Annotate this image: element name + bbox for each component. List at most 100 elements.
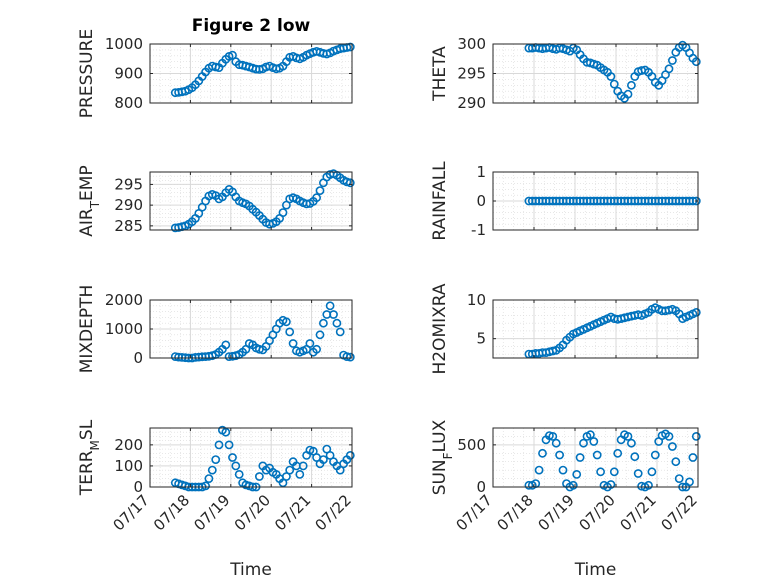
y-axis-label: RAINFALL	[430, 161, 450, 241]
data-point	[630, 452, 640, 462]
data-point	[288, 339, 298, 348]
data-point	[627, 438, 636, 448]
data-point	[668, 56, 677, 65]
y-tick-label: 285	[114, 217, 143, 235]
axes-box	[492, 299, 699, 359]
y-tick-label: 0	[133, 349, 143, 367]
y-tick-label: 10	[467, 291, 486, 309]
data-point	[589, 437, 599, 446]
data-point	[221, 340, 231, 350]
data-point	[572, 469, 582, 479]
series-markers	[170, 169, 355, 233]
data-point	[627, 80, 636, 90]
data-point	[644, 480, 653, 490]
data-point	[295, 469, 305, 479]
series-markers	[524, 303, 701, 359]
axes-box	[492, 427, 699, 488]
y-axis-label: MIXDEPTH	[77, 285, 97, 374]
data-point	[234, 469, 244, 479]
subplot-4: -1 0 1 RAINFALL	[430, 161, 701, 241]
series-markers	[170, 42, 355, 98]
data-point	[345, 178, 355, 188]
data-point	[534, 465, 544, 475]
data-point	[606, 480, 616, 489]
data-point	[207, 465, 217, 475]
data-point	[342, 352, 352, 361]
y-tick-label: 500	[457, 436, 486, 454]
data-point	[688, 453, 698, 462]
y-tick-label: -1	[471, 221, 486, 239]
data-point	[325, 301, 335, 311]
data-point	[650, 450, 660, 460]
data-point	[623, 431, 633, 441]
chart-title: Figure 2 low	[192, 16, 311, 36]
y-axis-label: H2OMIXRA	[430, 283, 450, 374]
y-tick-label: 295	[114, 175, 143, 193]
data-point	[548, 346, 558, 356]
data-point	[545, 431, 554, 440]
data-point	[674, 474, 684, 483]
data-point	[691, 307, 701, 317]
data-point	[318, 318, 328, 328]
y-tick-label: 5	[476, 330, 486, 348]
y-tick-label: 1000	[105, 320, 143, 338]
data-point	[298, 461, 308, 471]
y-tick-label: 1	[476, 163, 486, 181]
data-point	[551, 438, 561, 448]
data-point	[211, 62, 221, 72]
data-point	[345, 352, 355, 362]
y-tick-label: 0	[476, 478, 486, 496]
y-tick-label: 1000	[105, 35, 143, 53]
data-point	[596, 467, 605, 477]
y-tick-label: 800	[114, 94, 143, 112]
data-point	[609, 467, 619, 477]
y-tick-label: 290	[114, 196, 143, 214]
data-point	[329, 310, 338, 319]
data-point	[575, 453, 585, 462]
data-point	[664, 64, 674, 74]
y-tick-label: 2000	[105, 291, 143, 309]
data-point	[671, 457, 681, 467]
data-point	[538, 448, 547, 458]
subplot-1: 800 900 1000 PRESSURE Figure 2 low	[77, 16, 355, 118]
series-markers	[524, 40, 701, 103]
y-tick-label: 0	[476, 192, 486, 210]
data-point	[335, 327, 345, 337]
subplot-2: 290 295 300 THETA	[430, 35, 701, 112]
data-point	[211, 455, 221, 464]
data-point	[668, 442, 677, 451]
minor-grid	[492, 299, 699, 358]
y-tick-label: 200	[114, 436, 143, 454]
data-point	[281, 317, 291, 327]
data-point	[592, 450, 602, 460]
data-point	[558, 465, 568, 475]
data-point	[285, 327, 295, 337]
data-point	[315, 330, 325, 340]
data-point	[647, 467, 657, 477]
data-point	[685, 477, 694, 487]
data-point	[345, 42, 355, 52]
data-point	[278, 208, 288, 217]
data-point	[345, 450, 355, 460]
data-point	[305, 339, 315, 348]
y-tick-label: 900	[114, 65, 143, 83]
y-axis-label: SUNFLUX	[430, 419, 455, 495]
data-point	[568, 480, 578, 490]
x-axis-label: Time	[574, 560, 617, 580]
axes-box	[149, 171, 353, 231]
y-tick-label: 290	[457, 94, 486, 112]
axes-box	[149, 427, 353, 488]
data-point	[691, 431, 701, 441]
series-markers	[524, 196, 701, 206]
data-point	[201, 481, 210, 491]
data-point	[691, 57, 701, 67]
data-point	[633, 469, 643, 478]
y-tick-label: 295	[457, 65, 486, 83]
data-point	[555, 450, 564, 460]
y-axis-label: AIRTEMP	[77, 165, 102, 236]
data-point	[579, 438, 588, 448]
data-point	[312, 344, 321, 354]
subplot-6: 5 10 H2OMIXRA	[430, 283, 701, 375]
data-point	[664, 431, 674, 441]
x-axis-label: Time	[229, 560, 272, 580]
